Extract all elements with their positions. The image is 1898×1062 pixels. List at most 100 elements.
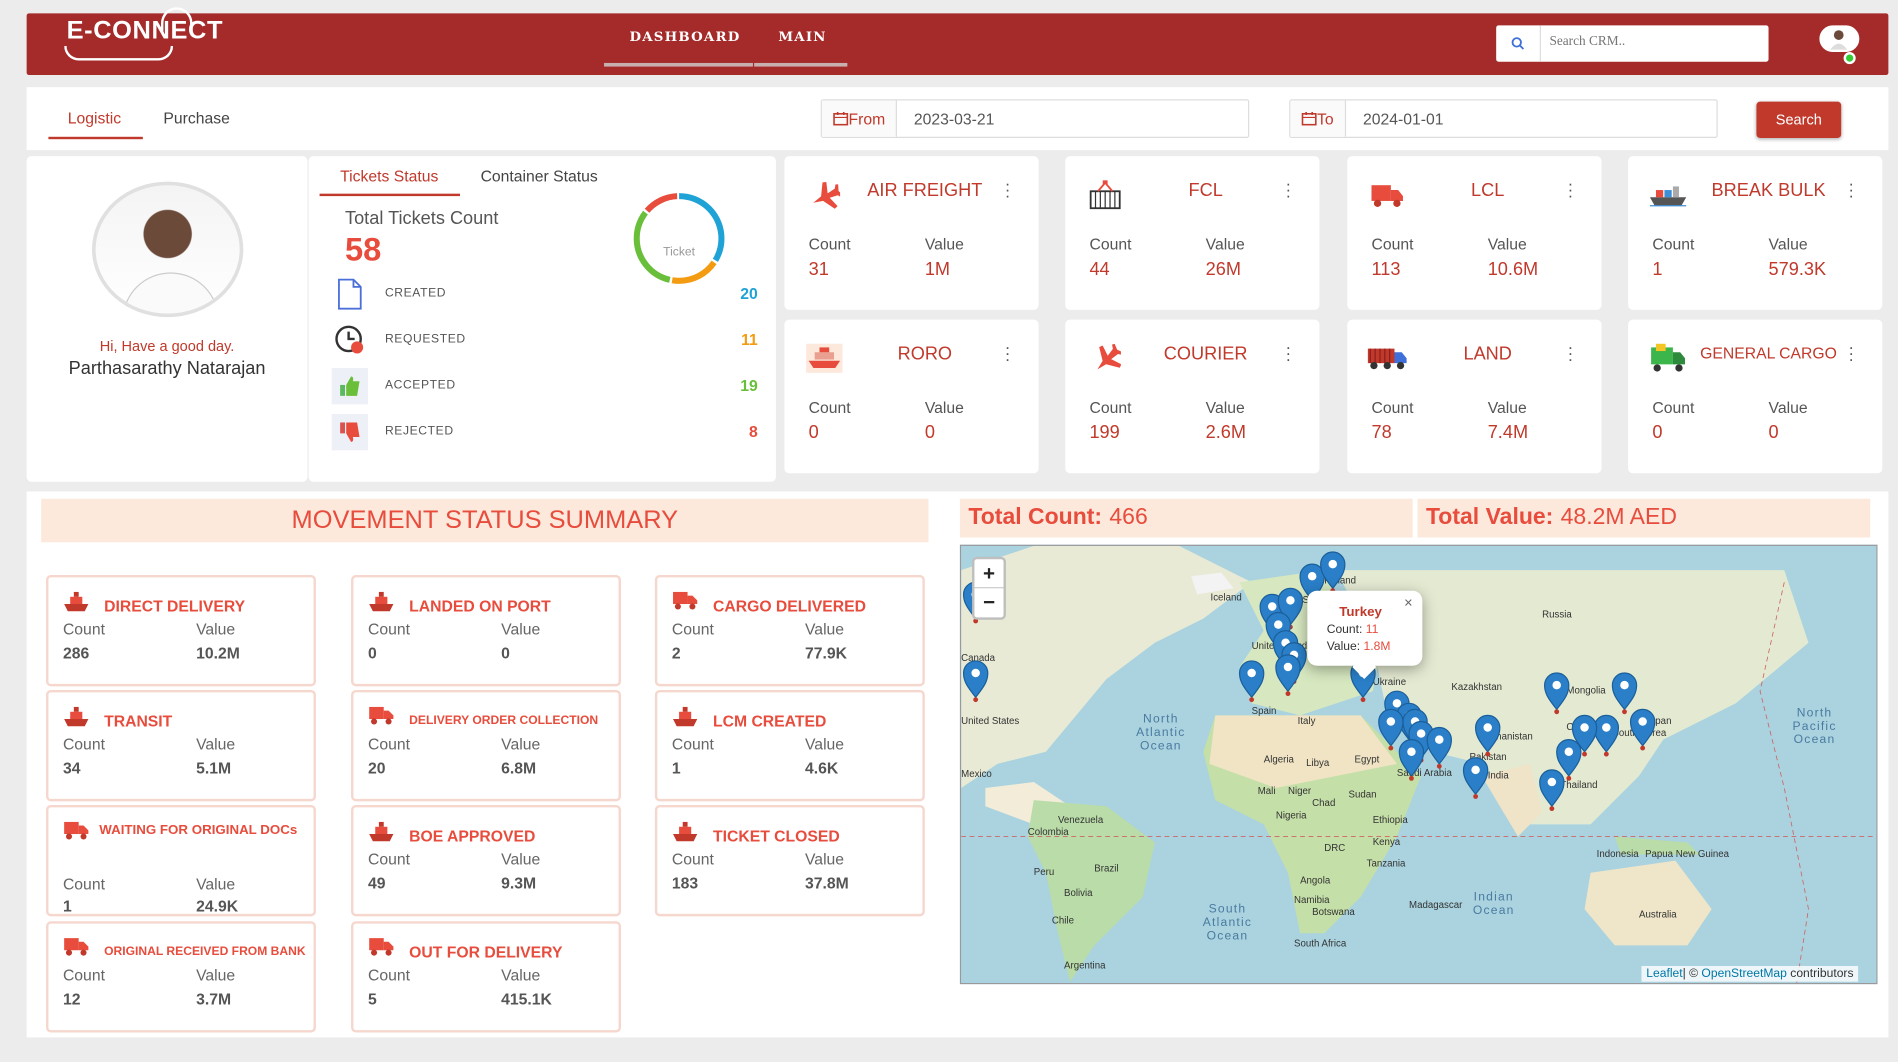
ticket-row-rejected[interactable]: REJECTED 8	[331, 413, 758, 451]
search-button[interactable]: Search	[1756, 101, 1842, 138]
profile-photo	[91, 181, 244, 318]
ticket-row-created[interactable]: CREATED 20	[332, 276, 758, 312]
map-marker-icon[interactable]	[1593, 714, 1620, 757]
map-pins[interactable]	[961, 546, 1877, 984]
map-label: Botswana	[1312, 906, 1355, 918]
status-count-label: Count	[62, 734, 105, 753]
more-options-icon[interactable]: · · ·	[1285, 336, 1292, 368]
user-name: Parthasarathy Natarajan	[68, 358, 266, 379]
donut-center-label: Ticket	[663, 244, 695, 258]
more-options-icon[interactable]: · · ·	[1004, 173, 1011, 205]
from-date-field[interactable]: From 2023-03-21	[820, 99, 1250, 138]
leaflet-link[interactable]: Leaflet	[1646, 967, 1683, 981]
ticket-row-accepted[interactable]: ACCEPTED 19	[331, 367, 758, 405]
donut-segment-requested	[633, 193, 725, 284]
thumbs-up-icon	[331, 367, 368, 405]
status-card-original-received-from-bank[interactable]: ORIGINAL RECEIVED FROM BANK Count Value 12 3…	[45, 921, 316, 1033]
map-label: Saudi Arabia	[1396, 767, 1452, 779]
map-marker-icon[interactable]	[1320, 551, 1346, 594]
status-card-boe-approved[interactable]: BOE APPROVED Count Value 49 9.3M	[351, 804, 621, 917]
more-options-icon[interactable]: · · ·	[1285, 173, 1292, 205]
to-date-value[interactable]: 2024-01-01	[1363, 110, 1444, 129]
app-logo[interactable]: E-CONNECT	[64, 7, 224, 61]
tab-tickets-status[interactable]: Tickets Status	[340, 167, 439, 186]
truck-icon	[1367, 178, 1408, 212]
zoom-out-button[interactable]: −	[982, 590, 995, 614]
status-count: 12	[62, 990, 81, 1009]
map-marker-icon[interactable]	[1426, 726, 1452, 769]
map-popup[interactable]: × Turkey Count: 11 Value: 1.8M	[1307, 590, 1423, 679]
mode-card-land[interactable]: LAND · · · Count Value 78 7.4M	[1347, 319, 1602, 474]
search-icon[interactable]	[1496, 25, 1541, 62]
to-date-field[interactable]: To 2024-01-01	[1289, 99, 1718, 138]
ship-icon	[672, 820, 699, 844]
search-box[interactable]	[1496, 25, 1769, 62]
map-marker-icon[interactable]	[1378, 708, 1404, 751]
from-date-value[interactable]: 2023-03-21	[913, 110, 995, 129]
status-card-landed-on-port[interactable]: LANDED ON PORT Count Value 0 0	[351, 574, 621, 687]
map-marker-icon[interactable]	[1571, 714, 1598, 757]
map-label: DRC	[1324, 842, 1346, 854]
osm-link[interactable]: OpenStreetMap	[1701, 967, 1787, 981]
map-marker-icon[interactable]	[1543, 672, 1570, 715]
mode-card-courier[interactable]: COURIER · · · Count Value 199 2.6M	[1065, 319, 1320, 474]
status-card-transit[interactable]: TRANSIT Count Value 34 5.1M	[45, 689, 316, 802]
status-card-cargo-delivered[interactable]: CARGO DELIVERED Count Value 2 77.9K	[654, 574, 925, 687]
map-marker-icon[interactable]	[1539, 769, 1565, 812]
ship-icon	[63, 590, 90, 614]
status-count: 34	[62, 758, 81, 778]
mode-card-lcl[interactable]: LCL · · · Count Value 113 10.6M	[1347, 156, 1602, 310]
zoom-in-button[interactable]: +	[974, 559, 1004, 589]
tab-logistic[interactable]: Logistic	[67, 108, 122, 128]
mode-card-fcl[interactable]: FCL · · · Count Value 44 26M	[1065, 156, 1320, 310]
map-zoom-control[interactable]: + −	[972, 556, 1006, 620]
status-card-title: OUT FOR DELIVERY	[409, 942, 563, 962]
map-marker-icon[interactable]	[1275, 654, 1301, 697]
more-options-icon[interactable]: · · ·	[1848, 173, 1855, 205]
more-options-icon[interactable]: · · ·	[1567, 173, 1574, 205]
ocean-label: North Pacific Ocean	[1792, 706, 1837, 747]
user-avatar[interactable]	[1819, 25, 1860, 53]
donut-segment-accepted	[633, 193, 725, 284]
status-card-delivery-order-collection[interactable]: DELIVERY ORDER COLLECTION Count Value 20 6.8…	[351, 689, 621, 802]
mode-card-break-bulk[interactable]: BREAK BULK · · · Count Value 1 579.3K	[1628, 156, 1883, 310]
more-options-icon[interactable]: · · ·	[1848, 336, 1855, 368]
nav-dashboard[interactable]: DASHBOARD	[629, 29, 741, 45]
status-card-waiting-for-original-docs[interactable]: WAITING FOR ORIGINAL DOCs Count Value 1 24.9…	[45, 804, 316, 917]
map-label: Ethiopia	[1372, 814, 1408, 826]
map-marker-icon[interactable]	[1629, 708, 1656, 751]
map-marker-icon[interactable]	[1556, 739, 1582, 781]
map-marker-icon[interactable]	[1462, 757, 1489, 799]
status-card-ticket-closed[interactable]: TICKET CLOSED Count Value 183 37.8M	[654, 804, 925, 917]
status-count-label: Count	[671, 849, 714, 868]
tickets-card	[308, 156, 776, 482]
map-marker-icon[interactable]	[1474, 714, 1501, 757]
ship-icon	[368, 820, 395, 844]
status-card-lcm-created[interactable]: LCM CREATED Count Value 1 4.6K	[654, 689, 925, 802]
ticket-row-requested[interactable]: REQUESTED 11	[332, 322, 758, 358]
mode-card-air-freight[interactable]: AIR FREIGHT · · · Count Value 31 1M	[784, 156, 1039, 310]
more-options-icon[interactable]: · · ·	[1567, 336, 1574, 368]
tab-container-status[interactable]: Container Status	[480, 167, 598, 186]
map-label: Nigeria	[1275, 809, 1307, 821]
map-marker-icon[interactable]	[962, 660, 989, 703]
status-card-direct-delivery[interactable]: DIRECT DELIVERY Count Value 286 10.2M	[45, 574, 316, 687]
search-input[interactable]	[1549, 33, 1756, 49]
nav-main[interactable]: MAIN	[778, 29, 827, 45]
airplane-icon	[1085, 341, 1126, 375]
map-marker-icon[interactable]	[1611, 672, 1638, 715]
close-icon[interactable]: ×	[1404, 594, 1413, 612]
map-label: Mexico	[961, 768, 992, 780]
ticket-row-count: 8	[749, 422, 758, 441]
status-value: 77.9K	[804, 643, 847, 663]
map-marker-icon[interactable]	[1398, 739, 1425, 781]
map-marker-icon[interactable]	[1238, 660, 1265, 703]
status-count-label: Count	[62, 619, 105, 638]
status-card-out-for-delivery[interactable]: OUT FOR DELIVERY Count Value 5 415.1K	[351, 921, 621, 1033]
tab-purchase[interactable]: Purchase	[163, 108, 230, 128]
status-count: 0	[367, 643, 377, 663]
more-options-icon[interactable]: · · ·	[1004, 336, 1011, 368]
map-label: Egypt	[1354, 754, 1380, 766]
